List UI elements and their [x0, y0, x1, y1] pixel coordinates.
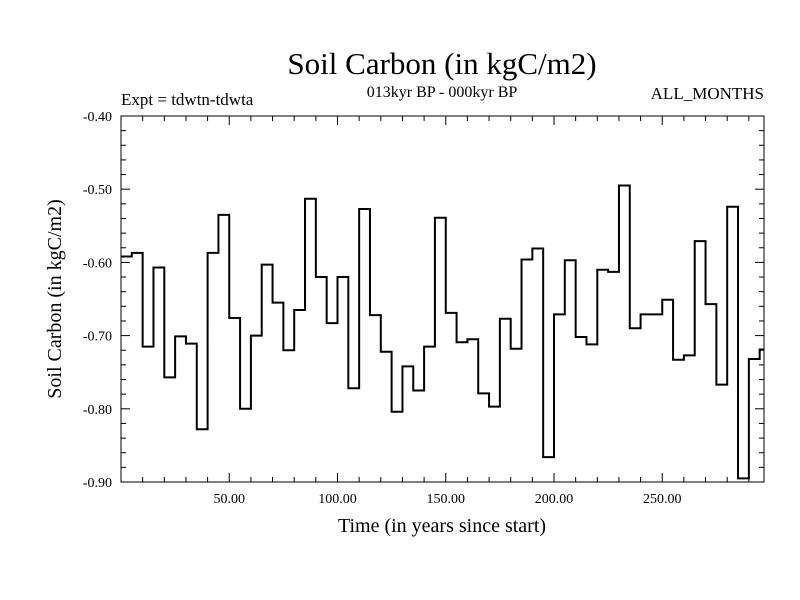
- y-tick-label: -0.90: [83, 476, 112, 491]
- y-tick-labels: -0.40 -0.50 -0.60 -0.70 -0.80 -0.90: [83, 110, 112, 491]
- x-tick-label: 200.00: [535, 492, 574, 507]
- y-tick-label: -0.70: [83, 330, 112, 345]
- axis-ticks: [121, 116, 764, 482]
- series-line: [121, 184, 764, 480]
- y-axis-label: Soil Carbon (in kgC/m2): [44, 199, 66, 398]
- x-tick-label: 100.00: [318, 492, 357, 507]
- x-tick-labels: 50.00 100.00 150.00 200.00 250.00: [213, 492, 681, 507]
- y-tick-label: -0.50: [83, 183, 112, 198]
- x-tick-label: 250.00: [643, 492, 682, 507]
- series-layer: [121, 184, 764, 480]
- y-tick-label: -0.40: [83, 110, 112, 125]
- chart-subtitle: 013kyr BP - 000kyr BP: [367, 84, 518, 101]
- y-tick-label: -0.80: [83, 403, 112, 418]
- x-axis-label: Time (in years since start): [338, 515, 546, 537]
- months-label: ALL_MONTHS: [651, 84, 764, 103]
- x-tick-label: 50.00: [213, 492, 245, 507]
- chart-title: Soil Carbon (in kgC/m2): [287, 46, 596, 81]
- plot-frame: [120, 115, 765, 483]
- experiment-label: Expt = tdwtn-tdwta: [121, 90, 254, 109]
- x-tick-label: 150.00: [426, 492, 465, 507]
- y-tick-label: -0.60: [83, 256, 112, 271]
